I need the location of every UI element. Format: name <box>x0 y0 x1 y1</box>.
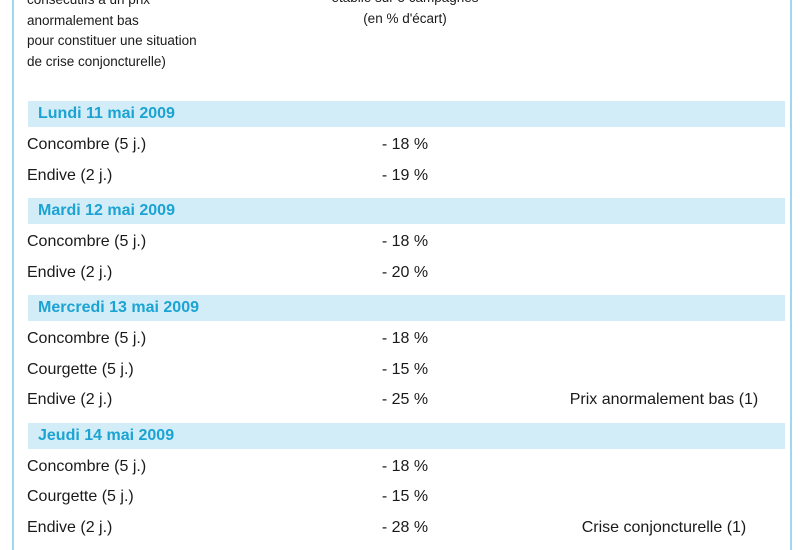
value: - 18 % <box>381 330 429 347</box>
value: - 18 % <box>381 233 429 250</box>
product: Courgette (5 j.) <box>27 488 134 505</box>
right-border <box>790 0 792 550</box>
value: - 15 % <box>381 488 429 505</box>
group-date: Mardi 12 mai 2009 <box>38 202 175 219</box>
value: - 19 % <box>381 166 429 184</box>
product: Concombre (5 j.) <box>27 136 147 153</box>
value: - 18 % <box>381 457 429 475</box>
value: - 15 % <box>381 360 429 378</box>
group-header-bar <box>28 101 785 127</box>
product: Endive (2 j.) <box>27 166 113 184</box>
product: Concombre (5 j.) <box>27 233 147 250</box>
group-date: Jeudi 14 mai 2009 <box>38 426 175 444</box>
note: Prix anormalement bas (1) <box>569 391 759 408</box>
value: - 18 % <box>381 136 429 153</box>
header-line: (en % d'écart) <box>363 10 447 26</box>
product: Courgette (5 j.) <box>27 360 134 378</box>
value: - 25 % <box>381 391 429 408</box>
group-header-bar <box>28 295 785 321</box>
product: Endive (2 j.) <box>27 518 113 536</box>
note: Crise conjoncturelle (1) <box>581 518 747 536</box>
product: Concombre (5 j.) <box>27 330 147 347</box>
value: - 28 % <box>381 518 429 536</box>
product: Endive (2 j.) <box>27 263 113 281</box>
left-border <box>12 0 14 550</box>
group-date: Lundi 11 mai 2009 <box>38 105 175 122</box>
header-line: anormalement bas <box>27 12 139 28</box>
header-line: de crise conjoncturelle) <box>27 53 166 69</box>
product: Concombre (5 j.) <box>27 457 147 475</box>
header-line: établie sur 5 campagnes <box>331 0 478 8</box>
group-header-bar <box>28 422 785 449</box>
header-line: consécutifs à un prix <box>27 0 150 10</box>
group-header-bar <box>28 198 785 224</box>
header-line: pour constituer une situation <box>27 33 197 48</box>
product: Endive (2 j.) <box>27 391 113 408</box>
group-date: Mercredi 13 mai 2009 <box>38 299 199 316</box>
value: - 20 % <box>381 263 429 281</box>
